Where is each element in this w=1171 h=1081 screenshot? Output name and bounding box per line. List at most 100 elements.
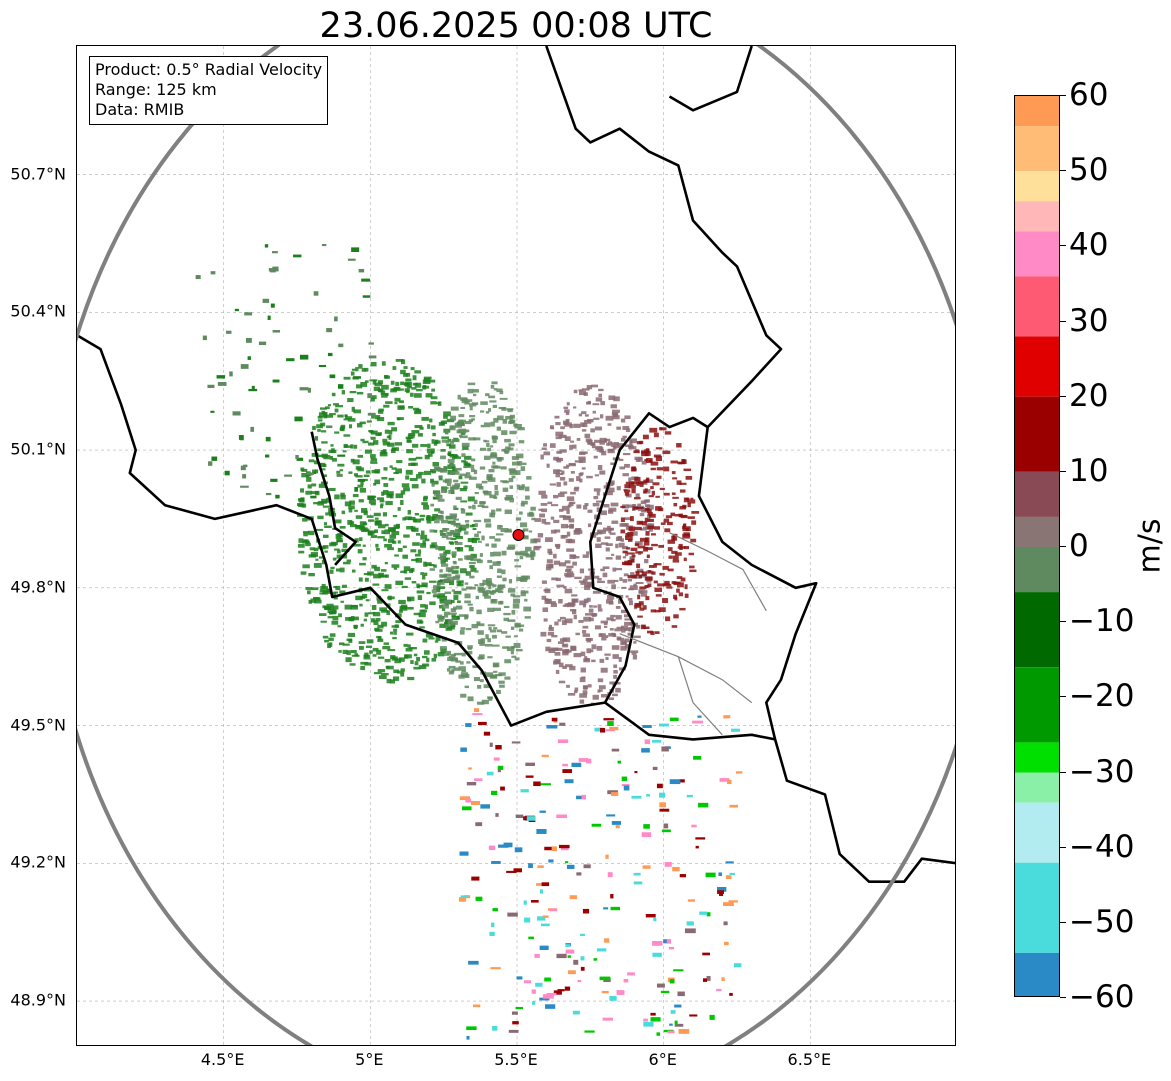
velocity-echo xyxy=(464,475,472,479)
velocity-echo xyxy=(682,527,689,532)
velocity-echo xyxy=(569,665,576,671)
velocity-echo xyxy=(454,456,461,459)
velocity-echo xyxy=(465,723,472,727)
velocity-echo xyxy=(643,1018,648,1022)
velocity-echo xyxy=(422,574,426,580)
velocity-echo xyxy=(210,271,216,275)
velocity-echo xyxy=(562,637,571,643)
velocity-echo xyxy=(335,405,344,408)
velocity-echo xyxy=(604,938,610,943)
velocity-echo xyxy=(439,468,448,473)
velocity-echo xyxy=(326,588,331,593)
velocity-echo xyxy=(600,542,609,545)
velocity-echo xyxy=(647,583,652,587)
velocity-echo xyxy=(216,375,226,379)
colorbar-band xyxy=(1015,276,1059,337)
velocity-echo xyxy=(354,509,358,512)
velocity-echo xyxy=(431,658,437,662)
velocity-echo xyxy=(351,247,360,253)
velocity-echo xyxy=(439,599,447,604)
colorbar-tick-label: −60 xyxy=(1069,979,1135,1015)
velocity-echo xyxy=(485,523,492,528)
velocity-echo xyxy=(488,395,496,399)
velocity-echo xyxy=(533,545,542,549)
velocity-echo xyxy=(400,673,405,677)
velocity-echo xyxy=(565,464,570,467)
velocity-echo xyxy=(195,275,201,280)
velocity-echo xyxy=(609,628,614,631)
velocity-echo xyxy=(492,439,497,444)
velocity-echo xyxy=(504,659,512,664)
velocity-echo xyxy=(321,244,327,247)
velocity-echo xyxy=(539,997,550,1001)
velocity-echo xyxy=(618,657,622,662)
velocity-echo xyxy=(697,715,702,718)
velocity-echo xyxy=(329,569,334,574)
velocity-echo xyxy=(404,654,412,659)
velocity-echo xyxy=(301,472,310,478)
velocity-echo xyxy=(611,553,615,556)
velocity-echo xyxy=(631,554,636,558)
velocity-echo xyxy=(489,629,497,633)
velocity-echo xyxy=(439,530,444,533)
velocity-echo xyxy=(686,794,693,798)
velocity-echo xyxy=(589,649,594,653)
velocity-echo xyxy=(395,580,404,586)
velocity-echo xyxy=(597,608,603,612)
velocity-echo xyxy=(211,456,218,461)
velocity-echo xyxy=(510,650,514,655)
velocity-echo xyxy=(450,415,457,421)
velocity-echo xyxy=(548,626,554,632)
velocity-echo xyxy=(582,633,590,637)
velocity-echo xyxy=(485,393,490,397)
velocity-echo xyxy=(687,502,691,508)
velocity-echo xyxy=(515,648,523,652)
velocity-echo xyxy=(635,570,640,574)
velocity-echo xyxy=(438,422,445,426)
velocity-echo xyxy=(616,636,622,640)
velocity-echo xyxy=(599,440,605,445)
velocity-echo xyxy=(597,529,604,535)
velocity-echo xyxy=(579,677,586,683)
velocity-echo xyxy=(473,677,480,682)
velocity-echo xyxy=(624,509,629,513)
velocity-echo xyxy=(487,624,496,627)
velocity-echo xyxy=(725,875,732,880)
velocity-echo xyxy=(414,370,421,374)
velocity-echo xyxy=(330,444,334,447)
velocity-echo xyxy=(498,680,505,684)
info-box: Product: 0.5° Radial Velocity Range: 125… xyxy=(89,56,329,125)
velocity-echo xyxy=(501,407,507,411)
velocity-echo xyxy=(568,970,576,975)
velocity-echo xyxy=(501,430,508,436)
colorbar-band xyxy=(1015,802,1059,863)
velocity-echo xyxy=(358,646,364,650)
velocity-echo xyxy=(550,603,557,607)
velocity-echo xyxy=(369,430,375,434)
velocity-echo xyxy=(574,460,583,463)
velocity-echo xyxy=(566,510,570,514)
velocity-echo xyxy=(485,411,490,414)
velocity-echo xyxy=(455,496,462,500)
velocity-echo xyxy=(644,739,651,745)
velocity-echo xyxy=(606,617,614,621)
velocity-echo xyxy=(669,1023,673,1026)
velocity-echo xyxy=(471,623,479,629)
velocity-echo xyxy=(666,939,672,944)
velocity-echo xyxy=(629,531,638,536)
velocity-echo xyxy=(565,949,575,954)
velocity-echo xyxy=(580,966,585,971)
velocity-echo xyxy=(473,499,478,505)
velocity-echo xyxy=(641,571,647,576)
velocity-echo xyxy=(430,503,435,507)
velocity-echo xyxy=(588,608,594,613)
velocity-echo xyxy=(549,443,556,448)
velocity-echo xyxy=(362,295,371,298)
velocity-echo xyxy=(418,584,427,588)
velocity-echo xyxy=(624,621,633,626)
velocity-echo xyxy=(610,502,619,507)
velocity-echo xyxy=(528,936,534,940)
velocity-echo xyxy=(317,429,321,432)
velocity-echo xyxy=(514,847,523,853)
velocity-echo xyxy=(612,693,618,697)
